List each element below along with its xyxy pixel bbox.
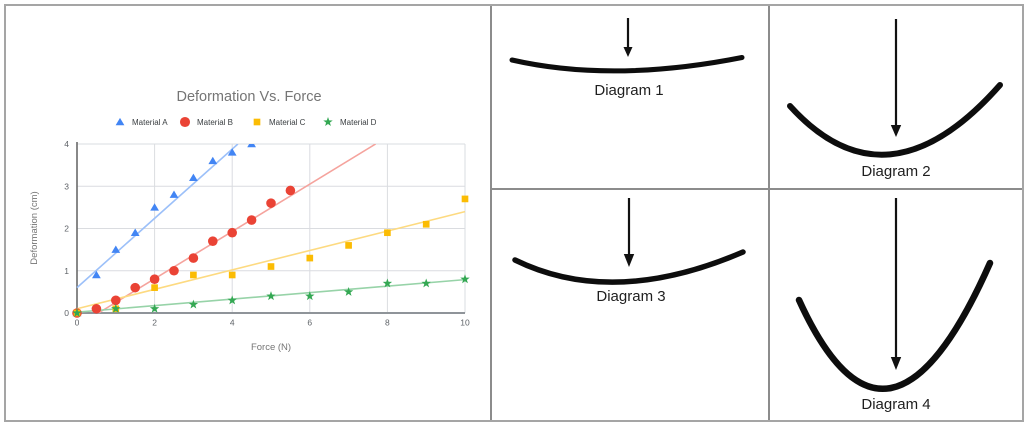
diagram-3-figure: Diagram 3 [512,198,746,305]
svg-text:2: 2 [152,318,157,328]
series-material-a [72,144,256,317]
chart-title: Deformation Vs. Force [176,89,321,105]
svg-text:3: 3 [64,181,69,191]
svg-text:4: 4 [64,139,69,149]
worksheet-frame: Deformation Vs. Force Material A Material … [4,4,1024,422]
force-arrow-head-icon [890,125,902,137]
diagram-4-label: Diagram 4 [861,396,930,413]
svg-text:1: 1 [64,266,69,276]
series-material-d [72,274,470,317]
legend-label-4: Material D [340,118,377,127]
diagram-2-figure: Diagram 2 [787,19,1003,180]
series-material-c [73,195,469,317]
diagram-1-label: Diagram 1 [594,82,663,99]
svg-text:0: 0 [75,318,80,328]
chart-panel: Deformation Vs. Force Material A Material … [6,6,492,420]
svg-text:4: 4 [230,318,235,328]
series-material-b [72,185,296,318]
legend-label-1: Material A [132,118,168,127]
legend-label-2: Material B [197,118,233,127]
trendline-material-c [76,210,466,310]
svg-text:0: 0 [64,308,69,318]
bent-beam-deepest [795,259,994,393]
diagram-1-cell: Diagram 1 [492,6,770,190]
x-axis-title: Force (N) [251,342,291,353]
y-axis-title: Deformation (cm) [29,191,40,264]
diagram-1-figure: Diagram 1 [509,18,745,99]
diagram-3-label: Diagram 3 [596,288,665,305]
force-arrow-head-icon [623,47,633,57]
force-arrow-head-icon [623,254,635,267]
data-points [72,144,470,318]
diagram-2-cell: Diagram 2 [770,6,1022,190]
svg-text:8: 8 [385,318,390,328]
diagram-4-figure: Diagram 4 [795,198,994,413]
diagram-3-cell: Diagram 3 [492,190,770,420]
bent-beam-slight [509,55,745,74]
force-arrow-head-icon [890,357,902,370]
chart-legend: Material A Material B Material C Material D [115,116,377,128]
legend-label-3: Material C [269,118,306,127]
tick-labels: 0 2 4 6 8 10 0 1 2 3 4 [64,139,470,328]
bent-beam-deep [787,82,1003,158]
diagram-2-label: Diagram 2 [861,163,930,180]
trendline-material-a [76,144,239,289]
svg-text:6: 6 [307,318,312,328]
svg-text:10: 10 [460,318,470,328]
diagram-4-cell: Diagram 4 [770,190,1022,420]
diagram-grid: Diagram 1 Diagram 2 Diagram 3 [492,6,1022,420]
trendline-material-b [98,144,377,314]
bent-beam-moderate [512,249,746,285]
svg-text:2: 2 [64,224,69,234]
trendlines [76,144,466,314]
